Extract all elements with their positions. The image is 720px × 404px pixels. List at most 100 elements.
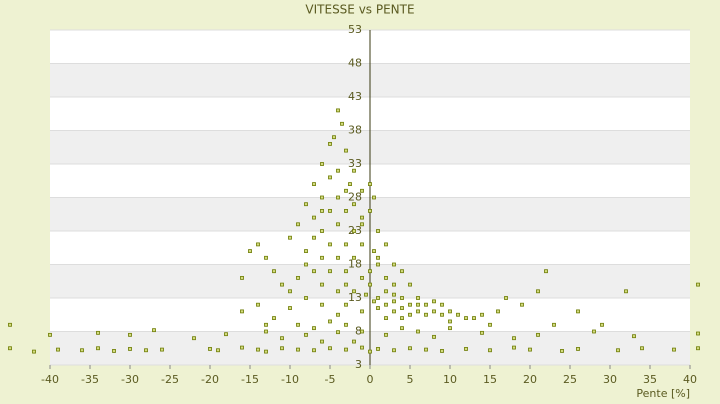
point xyxy=(320,208,324,213)
point xyxy=(296,275,300,280)
point xyxy=(400,326,404,331)
point xyxy=(352,289,356,294)
point xyxy=(416,309,420,314)
point xyxy=(464,347,468,351)
point xyxy=(368,208,372,213)
point xyxy=(640,346,644,351)
point xyxy=(304,249,308,254)
point xyxy=(372,249,376,254)
y-tick-label: 53 xyxy=(348,23,362,36)
point xyxy=(352,229,356,233)
x-tick-label: -10 xyxy=(281,373,299,386)
point xyxy=(344,269,348,274)
point xyxy=(96,346,100,351)
point xyxy=(352,202,356,207)
point xyxy=(416,296,420,300)
point xyxy=(536,289,540,294)
point xyxy=(256,347,260,352)
x-tick-label: -5 xyxy=(325,373,336,386)
point xyxy=(424,347,428,352)
point xyxy=(336,330,340,335)
point xyxy=(8,346,12,351)
x-tick-label: 5 xyxy=(407,373,414,386)
point xyxy=(560,349,564,353)
point xyxy=(296,347,300,352)
y-tick-label: 48 xyxy=(348,57,362,70)
y-tick-label: 18 xyxy=(348,258,362,271)
point xyxy=(368,269,372,274)
x-axis-label: Pente [%] xyxy=(636,387,690,400)
point xyxy=(288,306,292,310)
point xyxy=(456,312,460,317)
point xyxy=(368,282,372,287)
point xyxy=(348,182,352,187)
point xyxy=(312,348,316,353)
point xyxy=(336,222,340,227)
y-tick-label: 38 xyxy=(348,124,362,137)
point xyxy=(480,330,484,335)
point xyxy=(312,326,316,331)
point xyxy=(576,347,580,351)
x-tick-label: 10 xyxy=(443,373,457,386)
point xyxy=(392,309,396,314)
point xyxy=(600,322,604,327)
point xyxy=(296,322,300,327)
x-tick-label: 35 xyxy=(643,373,657,386)
point xyxy=(440,302,444,307)
y-tick-label: 8 xyxy=(355,325,362,338)
point xyxy=(272,316,276,321)
point xyxy=(512,345,516,350)
point xyxy=(328,269,332,274)
point xyxy=(384,316,388,321)
point xyxy=(696,331,700,336)
point xyxy=(376,347,380,351)
point xyxy=(304,296,308,300)
x-tick-label: -30 xyxy=(121,373,139,386)
point xyxy=(288,235,292,240)
point xyxy=(240,345,244,350)
point xyxy=(288,289,292,294)
chart-title: VITESSE vs PENTE xyxy=(305,3,414,17)
point xyxy=(216,348,220,353)
point xyxy=(372,195,376,200)
point xyxy=(224,332,228,337)
point xyxy=(360,242,364,247)
point xyxy=(392,282,396,287)
point xyxy=(488,322,492,327)
point xyxy=(408,282,412,287)
point xyxy=(552,322,556,327)
point xyxy=(352,255,356,260)
point xyxy=(392,299,396,304)
point xyxy=(304,332,308,337)
point xyxy=(320,162,324,166)
point xyxy=(328,346,332,351)
point xyxy=(360,215,364,220)
point xyxy=(344,208,348,213)
point xyxy=(328,319,332,324)
point xyxy=(384,289,388,294)
point xyxy=(400,316,404,321)
point xyxy=(408,312,412,317)
x-tick-label: -20 xyxy=(201,373,219,386)
point xyxy=(320,255,324,260)
point xyxy=(32,349,36,354)
point xyxy=(384,242,388,247)
point xyxy=(80,348,84,353)
y-tick-label: 3 xyxy=(355,358,362,371)
x-tick-label: 15 xyxy=(483,373,497,386)
point xyxy=(488,348,492,353)
point xyxy=(368,182,372,187)
point xyxy=(240,275,244,280)
point xyxy=(336,195,340,200)
point xyxy=(424,312,428,317)
point xyxy=(280,282,284,287)
point xyxy=(432,309,436,314)
point xyxy=(304,262,308,267)
point xyxy=(504,296,508,300)
x-tick-label: -40 xyxy=(41,373,59,386)
point xyxy=(616,348,620,353)
point xyxy=(328,208,332,213)
point xyxy=(512,336,516,341)
point xyxy=(152,328,156,333)
point xyxy=(360,275,364,280)
